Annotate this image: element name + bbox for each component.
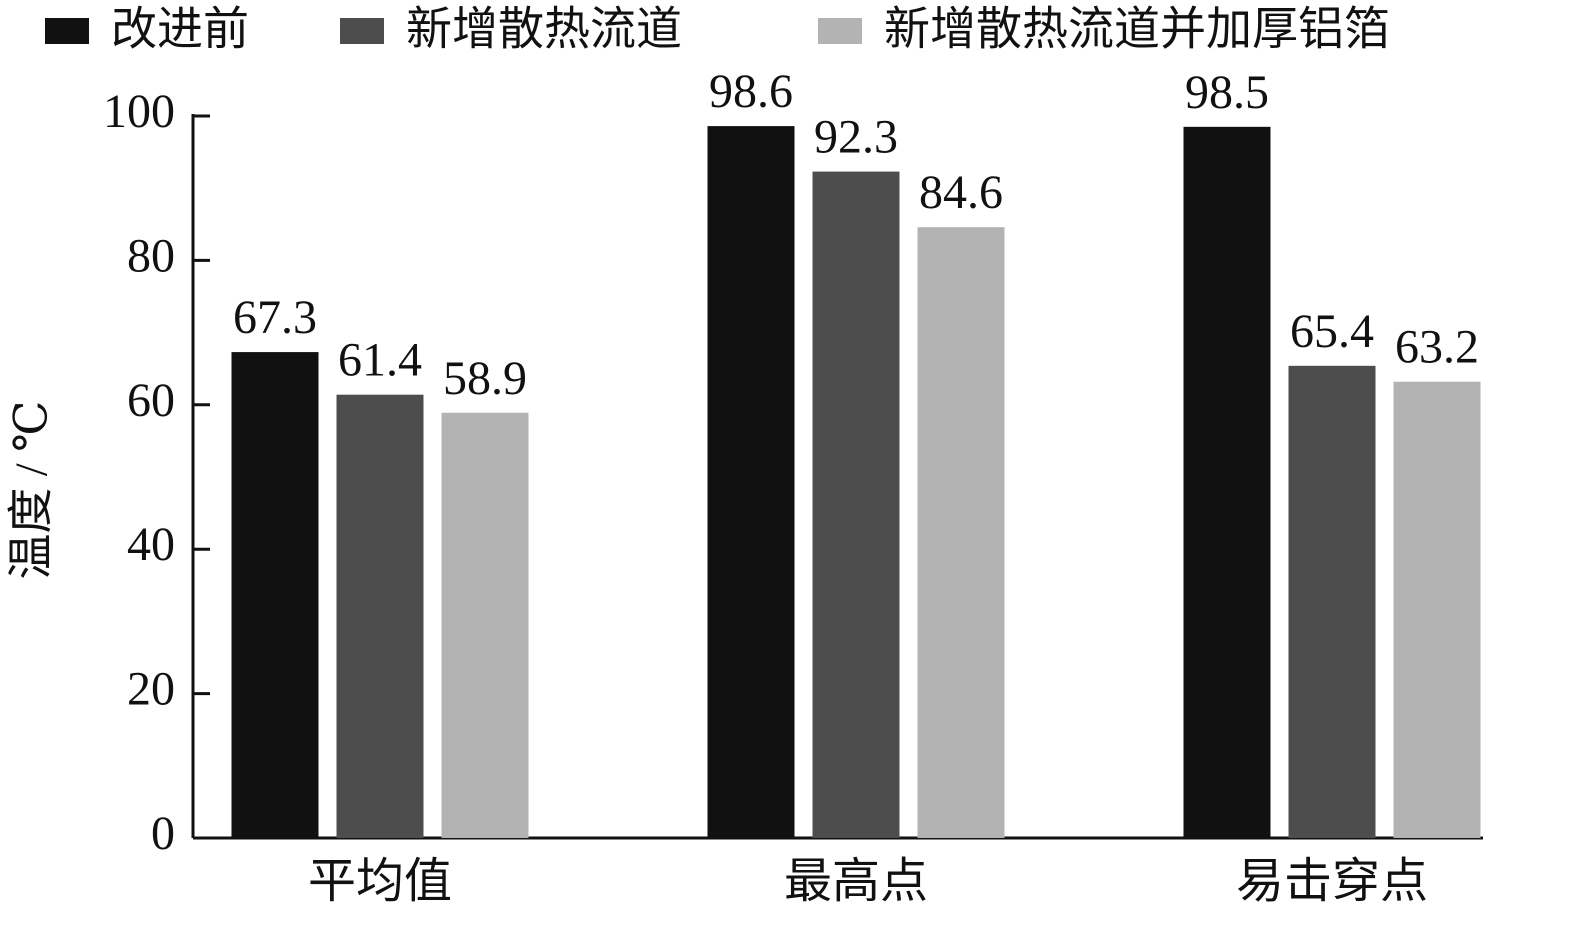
value-label: 63.2 (1395, 321, 1479, 374)
y-tick-label: 20 (127, 663, 175, 716)
y-axis-label: 温度 / ℃ (6, 400, 57, 579)
value-label: 58.9 (443, 352, 527, 405)
bar (812, 171, 900, 838)
legend-swatch (340, 18, 384, 44)
x-tick-label: 易击穿点 (1236, 855, 1428, 908)
y-tick-label: 0 (151, 807, 175, 860)
y-tick-label: 80 (127, 229, 175, 282)
value-label: 98.5 (1185, 66, 1269, 119)
x-tick-label: 最高点 (784, 855, 928, 908)
value-label: 67.3 (233, 291, 317, 344)
legend-label: 新增散热流道 (406, 4, 682, 55)
bar (336, 394, 424, 838)
legend-label: 改进前 (111, 4, 249, 55)
value-label: 92.3 (814, 111, 898, 164)
x-tick-label: 平均值 (308, 855, 452, 908)
y-tick-label: 100 (103, 85, 175, 138)
legend-label: 新增散热流道并加厚铝箔 (884, 4, 1390, 55)
legend-swatch (45, 18, 89, 44)
bar (441, 412, 529, 838)
bar (707, 126, 795, 838)
y-tick-label: 40 (127, 518, 175, 571)
bar (231, 352, 319, 838)
value-label: 98.6 (709, 65, 793, 118)
value-label: 84.6 (919, 166, 1003, 219)
bar (917, 227, 1005, 839)
bar (1393, 381, 1481, 838)
bar (1288, 365, 1376, 838)
value-label: 65.4 (1290, 305, 1374, 358)
legend-swatch (818, 18, 862, 44)
value-label: 61.4 (338, 334, 422, 387)
bar (1183, 126, 1271, 838)
y-tick-label: 60 (127, 374, 175, 427)
